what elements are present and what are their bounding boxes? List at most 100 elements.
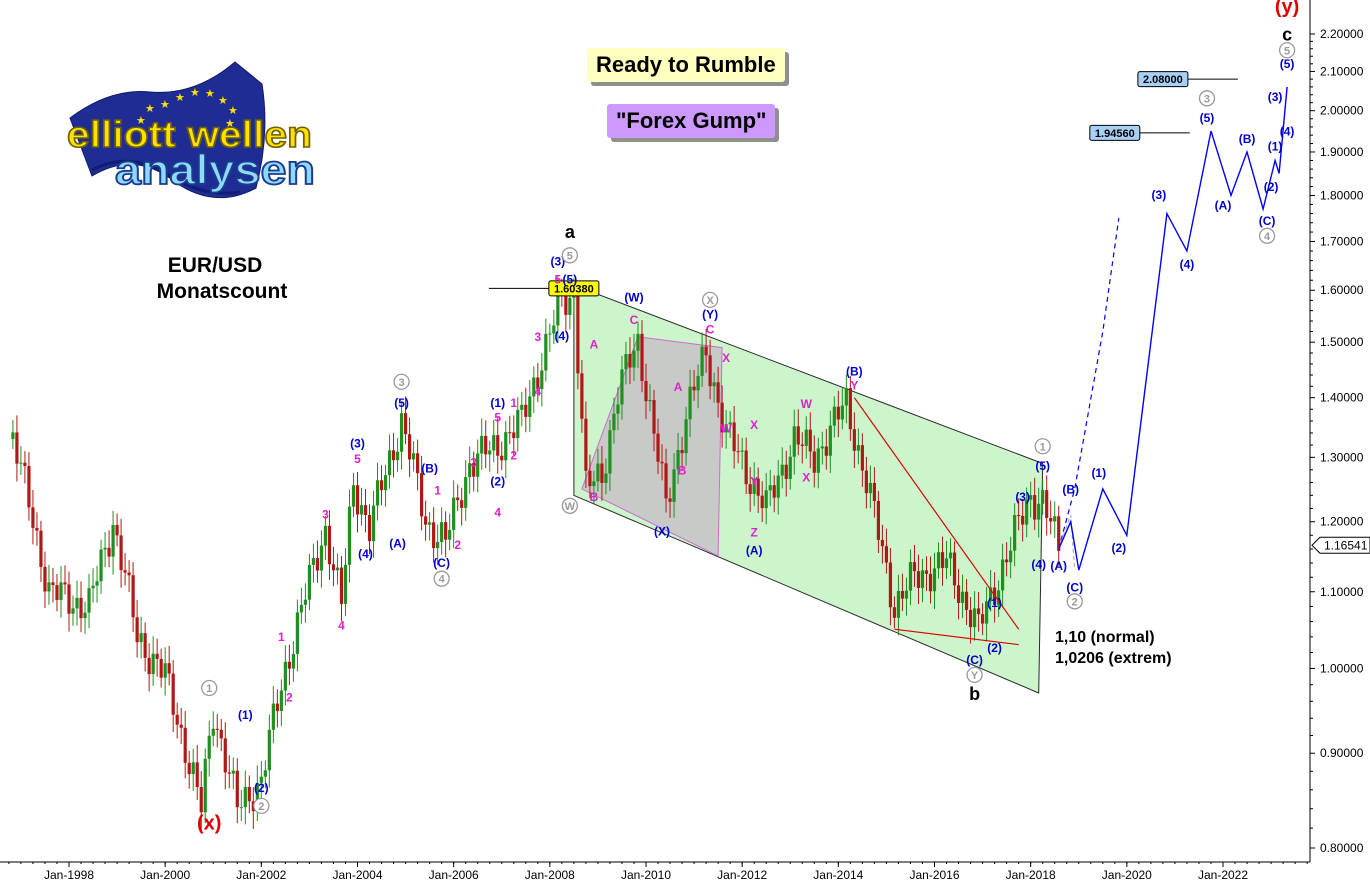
candle-body — [760, 495, 764, 509]
candle-body — [532, 377, 536, 397]
candle-body — [880, 539, 885, 547]
wave-label-circle — [561, 497, 579, 514]
candle — [844, 374, 848, 424]
candle — [644, 363, 648, 420]
candle — [892, 596, 897, 629]
candle-body — [664, 463, 668, 499]
wave-label-26: 1 — [510, 396, 517, 410]
candle — [888, 547, 893, 626]
candle-body — [424, 516, 428, 525]
candle — [608, 419, 612, 491]
candle-body — [1033, 495, 1037, 520]
candle-body — [375, 480, 380, 506]
candle-body — [407, 434, 412, 460]
candle-body — [888, 562, 893, 608]
candle — [884, 528, 889, 574]
candle-body — [363, 505, 368, 515]
candle — [231, 757, 235, 790]
candle-body — [504, 432, 508, 461]
candle-body — [672, 469, 676, 502]
price-label-box — [1137, 71, 1189, 88]
wave-label-3: (1) — [238, 708, 253, 722]
wave-label-24: 5 — [494, 411, 501, 425]
wave-label-1: 1 — [206, 683, 212, 695]
candle-body — [183, 727, 187, 763]
wave-labels: (x)12(1)(2)12345(3)(4)(5)3(B)1(A)(C)2434… — [197, 0, 1299, 834]
svg-text:★: ★ — [218, 94, 228, 107]
candle — [1057, 505, 1061, 566]
candle — [640, 320, 644, 393]
candle — [19, 446, 23, 475]
candle-body — [644, 380, 648, 402]
candle-body — [744, 450, 748, 485]
wave-label-68: 2 — [1072, 596, 1078, 608]
candle — [131, 562, 135, 633]
candle-body — [800, 444, 804, 446]
logo-text-top: elliott wellen — [67, 114, 312, 155]
candle — [676, 432, 680, 484]
wave-label-42: B — [678, 464, 687, 478]
forecast-dashed-path — [1058, 218, 1120, 550]
candle — [1037, 487, 1041, 538]
candle-body — [872, 482, 876, 501]
wave-label-46: X — [722, 351, 730, 365]
wave-label-67: (C) — [1066, 581, 1083, 595]
candle — [728, 411, 732, 438]
current-price-marker: 1.16541 — [1311, 536, 1370, 554]
wave-label-81: (3) — [1268, 90, 1283, 104]
candle — [271, 686, 275, 744]
candle-body — [367, 514, 372, 542]
candle-body — [420, 473, 424, 517]
candle — [347, 489, 352, 583]
candle-body — [99, 549, 103, 582]
wave-label-79: (1) — [1268, 140, 1283, 154]
candle-body — [784, 464, 788, 479]
candle — [143, 622, 147, 672]
candle-body — [692, 386, 696, 391]
candle-body — [335, 567, 340, 571]
candle-body — [319, 545, 324, 571]
candle-body — [536, 377, 540, 389]
candle — [235, 758, 239, 824]
candle-body — [63, 582, 67, 585]
candle — [187, 750, 191, 789]
wave-label-52: W — [801, 397, 813, 411]
price-label-0: 1.60380 — [488, 280, 600, 297]
candle-body — [223, 738, 227, 773]
wave-label-27: 4 — [534, 385, 541, 399]
candle — [75, 580, 79, 626]
x-tick-label-9: Jan-2016 — [909, 868, 959, 882]
candle — [824, 428, 828, 470]
candle — [83, 601, 87, 635]
candle — [171, 659, 175, 733]
candle-body — [968, 609, 973, 628]
candle-body — [448, 529, 452, 540]
candle — [520, 391, 524, 427]
candle — [720, 385, 724, 448]
candle-body — [31, 507, 35, 528]
candle — [968, 597, 973, 644]
candle — [71, 595, 75, 626]
candle — [1049, 500, 1053, 535]
candle-body — [812, 451, 816, 473]
candle-body — [119, 535, 123, 571]
candle — [692, 370, 696, 401]
candle-body — [964, 591, 969, 610]
candle — [1021, 498, 1025, 542]
candle-body — [391, 450, 396, 461]
y-tick-label-14: 2.20000 — [1320, 27, 1364, 41]
wave-label-2: 2 — [258, 801, 264, 813]
candle-body — [343, 564, 348, 604]
x-tick-label-8: Jan-2014 — [813, 868, 863, 882]
candle — [632, 333, 636, 381]
candle-body — [980, 614, 985, 624]
candle — [820, 431, 824, 465]
wave-label-78: 4 — [1264, 231, 1271, 243]
candle — [55, 573, 59, 612]
wave-label-circle — [393, 373, 410, 390]
candle — [448, 513, 452, 551]
candle-body — [452, 497, 456, 530]
wave-label-54: (B) — [846, 364, 863, 378]
candle — [279, 679, 283, 727]
wave-label-7: 3 — [322, 508, 329, 522]
